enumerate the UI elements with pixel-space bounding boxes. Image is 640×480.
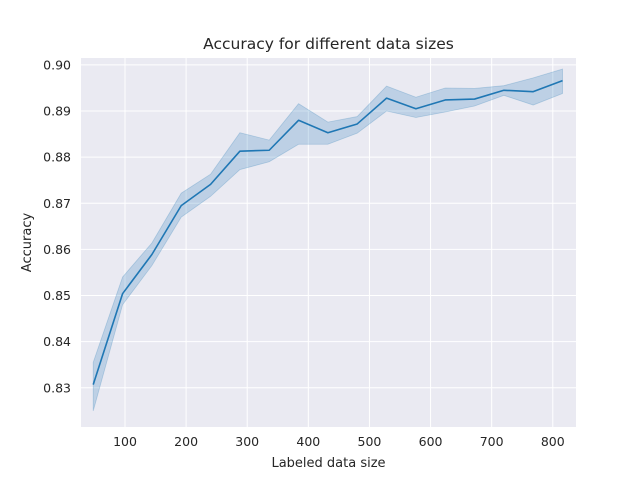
x-tick-label: 300 bbox=[235, 434, 259, 449]
y-axis-label: Accuracy bbox=[20, 213, 35, 273]
y-tick-label: 0.86 bbox=[43, 242, 71, 257]
x-tick-label: 600 bbox=[419, 434, 443, 449]
x-tick-label: 500 bbox=[358, 434, 382, 449]
y-tick-label: 0.87 bbox=[43, 196, 71, 211]
x-axis-label: Labeled data size bbox=[271, 456, 385, 471]
confidence-band bbox=[92, 68, 563, 411]
x-tick-label: 700 bbox=[480, 434, 504, 449]
y-axis-ticks: 0.83 0.84 0.85 0.86 0.87 0.88 0.89 0.90 bbox=[43, 57, 71, 395]
grid-lines bbox=[81, 58, 576, 427]
chart-title: Accuracy for different data sizes bbox=[203, 35, 454, 53]
plot-background bbox=[81, 58, 576, 427]
y-tick-label: 0.89 bbox=[43, 104, 71, 119]
x-tick-label: 100 bbox=[113, 434, 137, 449]
y-tick-label: 0.85 bbox=[43, 288, 71, 303]
x-tick-label: 800 bbox=[541, 434, 565, 449]
y-tick-label: 0.90 bbox=[43, 57, 71, 72]
accuracy-line bbox=[92, 79, 563, 385]
y-tick-label: 0.88 bbox=[43, 150, 71, 165]
x-tick-label: 400 bbox=[296, 434, 320, 449]
x-tick-label: 200 bbox=[174, 434, 198, 449]
x-axis-ticks: 100 200 300 400 500 600 700 800 bbox=[113, 434, 565, 449]
y-tick-label: 0.83 bbox=[43, 380, 71, 395]
y-tick-label: 0.84 bbox=[43, 334, 71, 349]
